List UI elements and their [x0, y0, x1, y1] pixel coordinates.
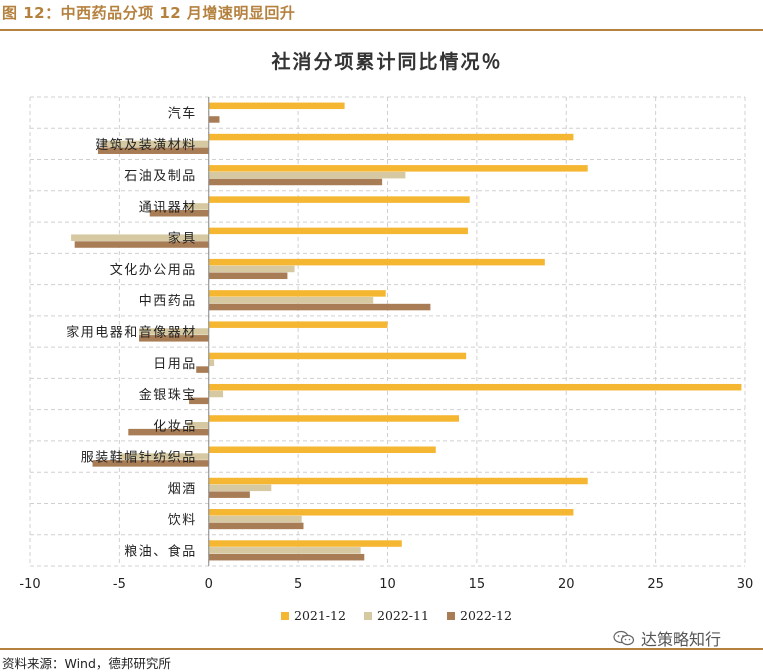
wechat-icon: [613, 630, 635, 646]
bar-2022-12-2: [208, 178, 383, 186]
bar-2021-12-6: [208, 290, 386, 297]
category-label-9: 金银珠宝: [139, 387, 197, 403]
bar-2022-11-7: [139, 328, 209, 335]
bar-2022-11-8: [208, 359, 215, 367]
watermark-label: 达策略知行: [641, 630, 722, 649]
bar-2022-11-12: [208, 484, 272, 492]
bar-2022-12-0: [208, 116, 220, 123]
bar-2022-11-11: [119, 453, 209, 460]
category-label-11: 服装鞋帽针纺织品: [81, 450, 197, 466]
bar-2021-12-14: [208, 540, 402, 547]
watermark: 达策略知行: [613, 626, 721, 650]
top-divider: [0, 29, 763, 31]
bottom-divider: [0, 648, 763, 650]
bar-2021-12-1: [208, 133, 574, 141]
category-label-1: 建筑及装潢材料: [95, 137, 197, 153]
bar-2022-11-4: [71, 234, 209, 241]
category-label-14: 粮油、食品: [124, 543, 197, 559]
category-label-6: 中西药品: [139, 294, 197, 309]
category-label-8: 日用品: [153, 357, 197, 372]
legend-swatch-2: [447, 612, 455, 620]
source-note: 资料来源：Wind，德邦研究所: [2, 656, 171, 671]
bar-2022-12-6: [208, 303, 431, 311]
x-tick-label-6: 20: [558, 577, 575, 592]
legend-label-2: 2022-12: [460, 608, 512, 623]
category-label-10: 化妆品: [153, 419, 197, 434]
x-tick-label-1: -5: [113, 577, 126, 592]
category-label-7: 家用电器和音像器材: [66, 325, 197, 341]
bar-2022-12-8: [196, 366, 209, 373]
category-label-0: 汽车: [168, 106, 197, 122]
bar-2022-12-11: [92, 460, 209, 467]
bar-2022-11-14: [208, 547, 361, 554]
bar-2021-12-5: [208, 258, 545, 266]
bar-2022-12-10: [128, 428, 209, 436]
bar-2021-12-12: [208, 477, 588, 485]
bar-2022-11-5: [208, 265, 295, 273]
x-tick-label-4: 10: [379, 577, 396, 592]
bar-2022-12-4: [74, 241, 209, 248]
category-label-3: 通讯器材: [139, 200, 197, 215]
bar-2021-12-4: [208, 227, 468, 235]
figure-title: 图 12：中西药品分项 12 月增速明显回升: [2, 4, 296, 22]
legend-swatch-1: [364, 612, 372, 620]
x-tick-label-2: 0: [205, 577, 213, 592]
bar-2022-12-9: [189, 397, 209, 405]
category-label-5: 文化办公用品: [110, 263, 197, 278]
x-tick-label-3: 5: [294, 577, 302, 592]
bar-2022-12-13: [208, 522, 304, 530]
legend-swatch-0: [281, 612, 289, 620]
bar-2022-11-2: [208, 171, 406, 179]
x-tick-label-0: -10: [19, 577, 40, 592]
x-tick-label-8: 30: [737, 577, 754, 592]
bar-2021-12-3: [208, 196, 470, 203]
bar-2021-12-9: [208, 383, 742, 391]
bar-2022-11-9: [208, 390, 224, 398]
x-tick-label-7: 25: [647, 577, 664, 592]
bar-2022-11-13: [208, 515, 302, 523]
bar-2021-12-2: [208, 165, 588, 172]
bar-2022-11-3: [185, 203, 209, 210]
bar-2021-12-0: [208, 102, 345, 110]
category-label-13: 饮料: [168, 513, 197, 528]
category-label-4: 家具: [168, 231, 197, 247]
bar-2021-12-11: [208, 446, 436, 453]
bar-2021-12-13: [208, 509, 574, 516]
bar-2021-12-7: [208, 321, 388, 328]
legend-label-1: 2022-11: [377, 608, 429, 623]
bar-2021-12-10: [208, 415, 459, 422]
bar-2022-11-10: [187, 422, 209, 429]
category-label-2: 石油及制品: [124, 169, 197, 184]
bar-2022-12-5: [208, 272, 288, 280]
category-label-12: 烟酒: [168, 482, 197, 497]
bar-2022-12-1: [97, 147, 209, 154]
bar-2022-12-14: [208, 553, 365, 561]
bar-2022-12-3: [149, 210, 209, 217]
bar-2022-11-6: [208, 296, 374, 304]
x-tick-label-5: 15: [469, 577, 486, 592]
bar-2021-12-8: [208, 352, 467, 360]
bar-2022-12-7: [139, 335, 209, 342]
legend-label-0: 2021-12: [294, 608, 346, 623]
bar-2022-11-1: [101, 140, 209, 148]
bar-2022-12-12: [208, 491, 250, 498]
chart-title: 社消分项累计同比情况％: [270, 50, 502, 73]
